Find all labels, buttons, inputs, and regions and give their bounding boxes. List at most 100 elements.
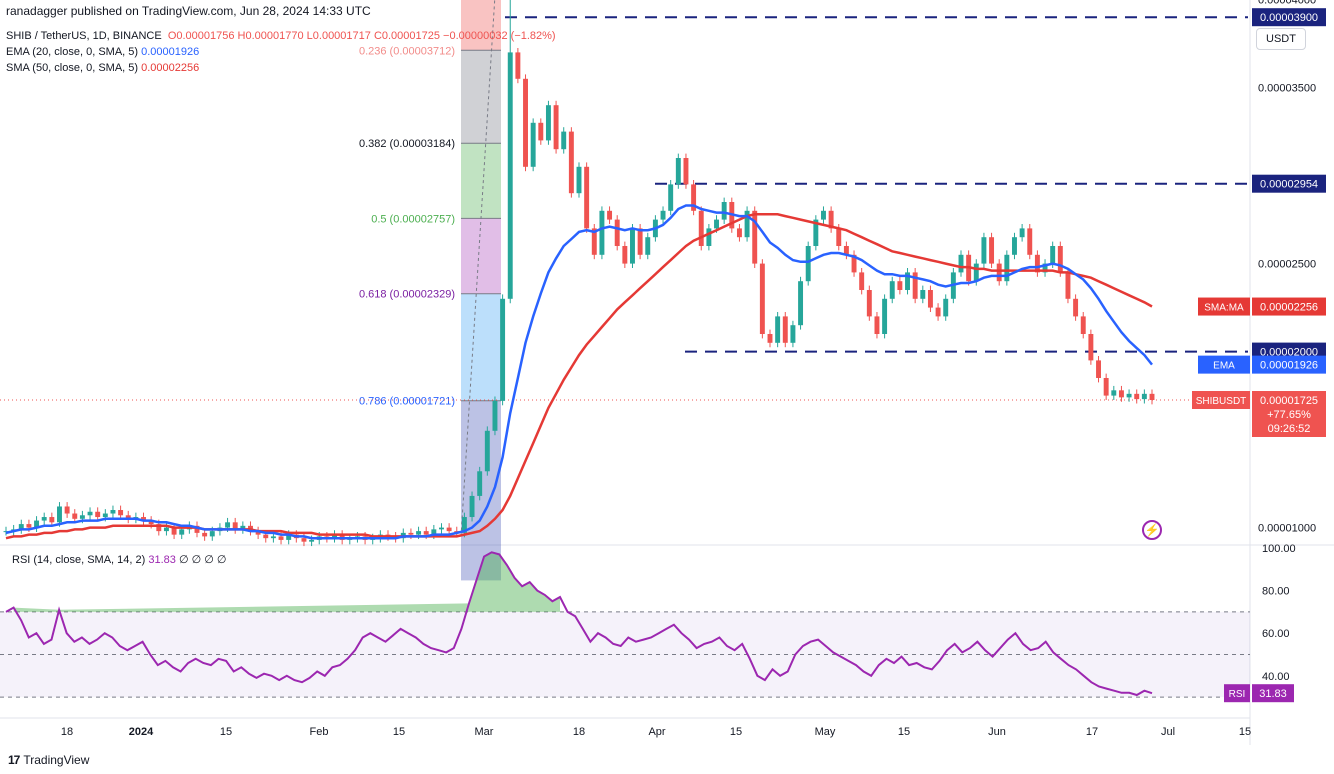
candle-body xyxy=(469,495,475,518)
candle-body xyxy=(1065,272,1071,299)
candle-body xyxy=(57,506,62,523)
rsi-tick-label: 60.00 xyxy=(1262,628,1290,640)
candle-body xyxy=(897,281,903,290)
price-tick-label: 0.00001000 xyxy=(1258,523,1316,535)
candle-body xyxy=(538,122,544,141)
last-price-change: +77.65% xyxy=(1267,409,1311,421)
time-tick-label: Jul xyxy=(1161,726,1175,738)
rsi-tag-bg xyxy=(1224,684,1250,703)
candle-body xyxy=(332,534,337,539)
candle-body xyxy=(584,166,590,229)
candle-body xyxy=(958,254,964,273)
candle-body xyxy=(179,529,185,535)
symbol-legend: SHIB / TetherUS, 1D, BINANCE O0.00001756… xyxy=(6,30,556,42)
candle-body xyxy=(41,517,47,521)
candle-body xyxy=(599,210,605,255)
price-tick-label: 0.00002500 xyxy=(1258,259,1316,271)
sma-legend[interactable]: SMA (50, close, 0, SMA, 5) 0.00002256 xyxy=(6,62,199,74)
fib-zone xyxy=(461,218,501,294)
candle-body xyxy=(87,511,93,516)
candle-body xyxy=(752,210,758,264)
sma-legend-label: SMA (50, close, 0, SMA, 5) xyxy=(6,62,139,74)
rsi-legend-label: RSI (14, close, SMA, 14, 2) xyxy=(12,554,146,566)
candle-body xyxy=(461,517,467,533)
candle-body xyxy=(1034,254,1040,273)
ema-legend-value: 0.00001926 xyxy=(141,46,200,58)
candle-body xyxy=(821,210,826,220)
rsi-tag: RSI xyxy=(1229,689,1246,700)
candle-body xyxy=(1096,360,1101,378)
candle-body xyxy=(26,524,32,528)
candle-body xyxy=(156,524,162,532)
time-tick-label: 17 xyxy=(1086,726,1098,738)
candle-body xyxy=(225,522,231,528)
candle-body xyxy=(866,290,872,317)
symbol-name[interactable]: SHIB / TetherUS, 1D, BINANCE xyxy=(6,30,162,42)
candle-body xyxy=(561,131,567,150)
candle-body xyxy=(698,210,704,246)
candle-body xyxy=(782,316,788,343)
candle-body xyxy=(882,298,888,334)
candle-body xyxy=(790,325,796,343)
rsi-tick-label: 100.00 xyxy=(1262,543,1296,555)
time-tick-label: Jun xyxy=(988,726,1006,738)
candle-body xyxy=(1057,246,1063,273)
candle-body xyxy=(1088,334,1094,361)
candle-body xyxy=(981,237,987,264)
fib-zone xyxy=(461,143,501,219)
time-tick-label: May xyxy=(815,726,836,738)
rsi-legend[interactable]: RSI (14, close, SMA, 14, 2) 31.83 ∅ ∅ ∅ … xyxy=(12,553,226,566)
candle-body xyxy=(484,430,490,472)
fib-level-label: 0.5 (0.00002757) xyxy=(371,213,455,225)
currency-button[interactable]: USDT xyxy=(1256,28,1306,50)
fib-trend-line xyxy=(460,0,496,537)
candle-body xyxy=(423,531,429,535)
candle-body xyxy=(1004,254,1010,282)
candle-body xyxy=(507,52,513,299)
sma-price-value-bg xyxy=(1252,297,1326,316)
candle-body xyxy=(232,522,238,530)
candle-body xyxy=(828,210,834,229)
candle-body xyxy=(301,538,307,542)
ema-legend[interactable]: EMA (20, close, 0, SMA, 5) 0.00001926 xyxy=(6,46,199,58)
candle-body xyxy=(927,290,933,308)
candle-body xyxy=(989,237,995,264)
fib-level-label: 0.382 (0.00003184) xyxy=(359,138,455,150)
candle-body xyxy=(545,105,551,141)
price-tick-label: 0.00003500 xyxy=(1258,83,1316,95)
candle-body xyxy=(836,228,842,246)
candle-body xyxy=(905,272,910,290)
candle-body xyxy=(973,263,979,282)
sma-price-value: 0.00002256 xyxy=(1260,302,1318,314)
candle-body xyxy=(775,316,781,343)
candle-body xyxy=(1126,393,1132,398)
candle-body xyxy=(118,510,124,516)
candle-body xyxy=(714,219,719,229)
footer-brand[interactable]: TradingView xyxy=(23,753,90,767)
candle-body xyxy=(1080,316,1086,334)
fib-zone xyxy=(461,50,501,144)
candle-body xyxy=(64,506,70,514)
candle-body xyxy=(270,536,276,539)
time-tick-label: 15 xyxy=(898,726,910,738)
time-tick-label: 15 xyxy=(220,726,232,738)
candle-body xyxy=(477,471,483,496)
candle-body xyxy=(49,517,55,523)
candle-body xyxy=(278,536,284,540)
candle-body xyxy=(706,228,712,246)
fib-zone xyxy=(461,0,501,51)
time-tick-label: 15 xyxy=(393,726,405,738)
candle-body xyxy=(240,525,246,530)
candle-body xyxy=(813,219,819,246)
candle-body xyxy=(1073,298,1079,317)
candle-body xyxy=(1149,393,1155,400)
candle-body xyxy=(1019,228,1025,238)
candle-body xyxy=(943,298,949,317)
candle-body xyxy=(744,210,750,238)
sma-legend-value: 0.00002256 xyxy=(141,62,200,74)
candle-body xyxy=(996,263,1002,282)
candle-body xyxy=(34,520,40,528)
fib-level-label: 0.618 (0.00002329) xyxy=(359,289,455,301)
lightning-icon[interactable]: ⚡ xyxy=(1142,520,1162,540)
time-tick-label: 15 xyxy=(730,726,742,738)
